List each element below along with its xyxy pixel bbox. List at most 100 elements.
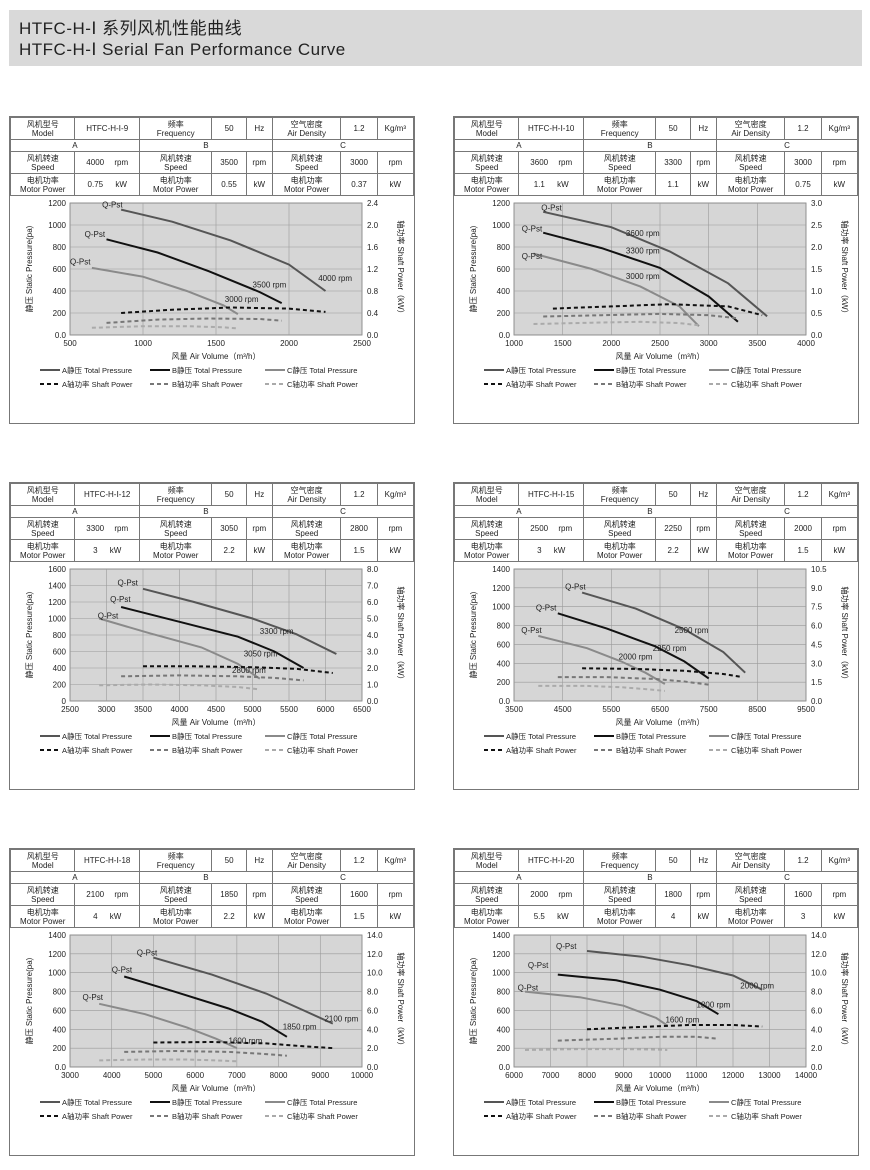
y2-tick-label: 9.0 [811,584,823,593]
power-label-a: 电机功率 Motor Power [9,173,76,196]
spec-table: 风机型号 Model HTFC-H-Ⅰ-18 频率 Frequency 50 Hz … [9,849,415,928]
power-a-unit: kW [553,546,566,555]
air-density-label-en: Air Density [731,860,770,870]
y2-tick-label: 1.2 [367,265,379,274]
x-axis-label: 风量 Air Volume（m³/h） [616,718,705,727]
y2-tick-label: 10.0 [367,969,383,978]
power-label-b: 电机功率 Motor Power [138,539,213,562]
y2-tick-label: 10.0 [811,969,827,978]
x-tick-label: 3500 [748,339,766,348]
curve-annotation: Q-Pst [522,252,543,261]
y2-tick-label: 2.0 [367,221,379,230]
air-density-label-en: Air Density [287,860,326,870]
power-b-unit: kW [245,539,273,562]
speed-b-unit: rpm [689,151,717,174]
x-tick-label: 2500 [353,339,371,348]
speed-label-a: 风机转速 Speed [453,517,520,540]
frequency-value: 50 [211,117,247,140]
performance-chart: 3500 4500 5500 6500 7500 8500 95000.0200400600… [468,565,850,755]
col-c-header: C [271,871,415,884]
performance-chart: 6000 7000 8000 9000 10000 11000 12000 13000 1400… [468,931,850,1121]
curve-annotation: Q-Pst [541,204,562,213]
frequency-unit: Hz [689,483,717,506]
power-label-b-en: Motor Power [597,184,643,194]
x-tick-label: 2500 [651,339,669,348]
curve-annotation: 3050 rpm [244,649,278,658]
frequency-value: 50 [211,483,247,506]
y-tick-label: 1400 [492,931,510,940]
power-label-b-en: Motor Power [153,550,199,560]
y-tick-label: 400 [497,659,511,668]
y-tick-label: 0 [62,697,67,706]
speed-label-b: 风机转速 Speed [582,517,657,540]
speed-b-unit: rpm [689,517,717,540]
x-tick-label: 8500 [748,705,766,714]
speed-c-value: 3000 [784,151,822,174]
legend-label: B静压 Total Pressure [172,365,242,375]
frequency-label-en: Frequency [600,128,639,138]
model-value: HTFC-H-Ⅰ-10 [518,117,584,140]
frequency-label-cn: 频率 [167,119,184,129]
chart-area: 2500 3000 3500 4000 4500 5000 5500 6000 6500 0 200… [10,561,416,791]
speed-label-a-en: Speed [475,528,499,538]
model-value: HTFC-H-Ⅰ-15 [518,483,584,506]
curve-annotation: Q-Pst [528,961,549,970]
curve-annotation: 2000 rpm [740,982,774,991]
frequency-value: 50 [211,849,247,872]
curve-annotation: 3500 rpm [253,281,287,290]
y-tick-label: 800 [53,988,67,997]
y-tick-label: 1000 [48,615,66,624]
speed-label-c-cn: 风机转速 [734,153,767,163]
power-label-a-cn: 电机功率 [470,907,503,917]
speed-label-b-cn: 风机转速 [159,153,192,163]
y2-tick-label: 0.0 [367,697,379,706]
power-a-value: 5.5 [533,912,545,921]
y2-tick-label: 2.0 [811,1044,823,1053]
speed-a: 4000 rpm [74,151,140,174]
x-tick-label: 2000 [602,339,620,348]
air-density-label-en: Air Density [287,494,326,504]
model-label-en: Model [475,494,498,504]
x-tick-label: 7000 [228,1071,246,1080]
speed-label-a: 风机转速 Speed [9,883,76,906]
power-curve-c [533,320,700,327]
speed-label-a-cn: 风机转速 [26,519,59,529]
legend-label: C静压 Total Pressure [731,731,801,741]
legend-label: B轴功率 Shaft Power [172,379,243,389]
y-tick-label: 1000 [492,603,510,612]
air-density-value: 1.2 [784,483,822,506]
legend-label: A轴功率 Shaft Power [506,379,577,389]
performance-chart: 1000 1500 2000 2500 3000 3500 40000.0200400600… [468,199,850,389]
model-label: 风机型号 Model [453,117,520,140]
air-density-unit: Kg/m³ [820,117,859,140]
legend-label: A静压 Total Pressure [62,731,132,741]
y2-axis-label: 轴功率 Shaft Power（kW） [396,586,406,683]
y2-tick-label: 14.0 [367,931,383,940]
y-tick-label: 200 [53,1044,67,1053]
col-a-header: A [454,871,584,884]
model-label: 风机型号 Model [9,117,76,140]
col-a-header: A [10,505,140,518]
x-tick-label: 9000 [311,1071,329,1080]
curve-annotation: 4000 rpm [318,274,352,283]
spec-table: 风机型号 Model HTFC-H-Ⅰ-9 频率 Frequency 50 Hz 空… [9,117,415,196]
speed-c-value: 1600 [784,883,822,906]
fan-panel-5: 风机型号 Model HTFC-H-Ⅰ-18 频率 Frequency 50 Hz … [9,848,415,1156]
air-density-label: 空气密度 Air Density [271,483,342,506]
x-tick-label: 12000 [722,1071,745,1080]
air-density-label: 空气密度 Air Density [271,849,342,872]
speed-label-b-en: Speed [608,894,632,904]
speed-b-value: 3300 [655,151,691,174]
y2-tick-label: 14.0 [811,931,827,940]
speed-label-b: 风机转速 Speed [138,883,213,906]
col-b-header: B [582,871,717,884]
frequency-label-cn: 频率 [611,851,628,861]
power-a-unit: kW [557,912,569,921]
legend-label: B轴功率 Shaft Power [616,1111,687,1121]
pressure-curve-c [538,634,666,685]
power-label-c-en: Motor Power [727,184,774,194]
power-a: 3 kW [74,539,140,562]
x-tick-label: 1000 [505,339,523,348]
y2-tick-label: 8.0 [811,988,823,997]
speed-a: 2000 rpm [518,883,584,906]
